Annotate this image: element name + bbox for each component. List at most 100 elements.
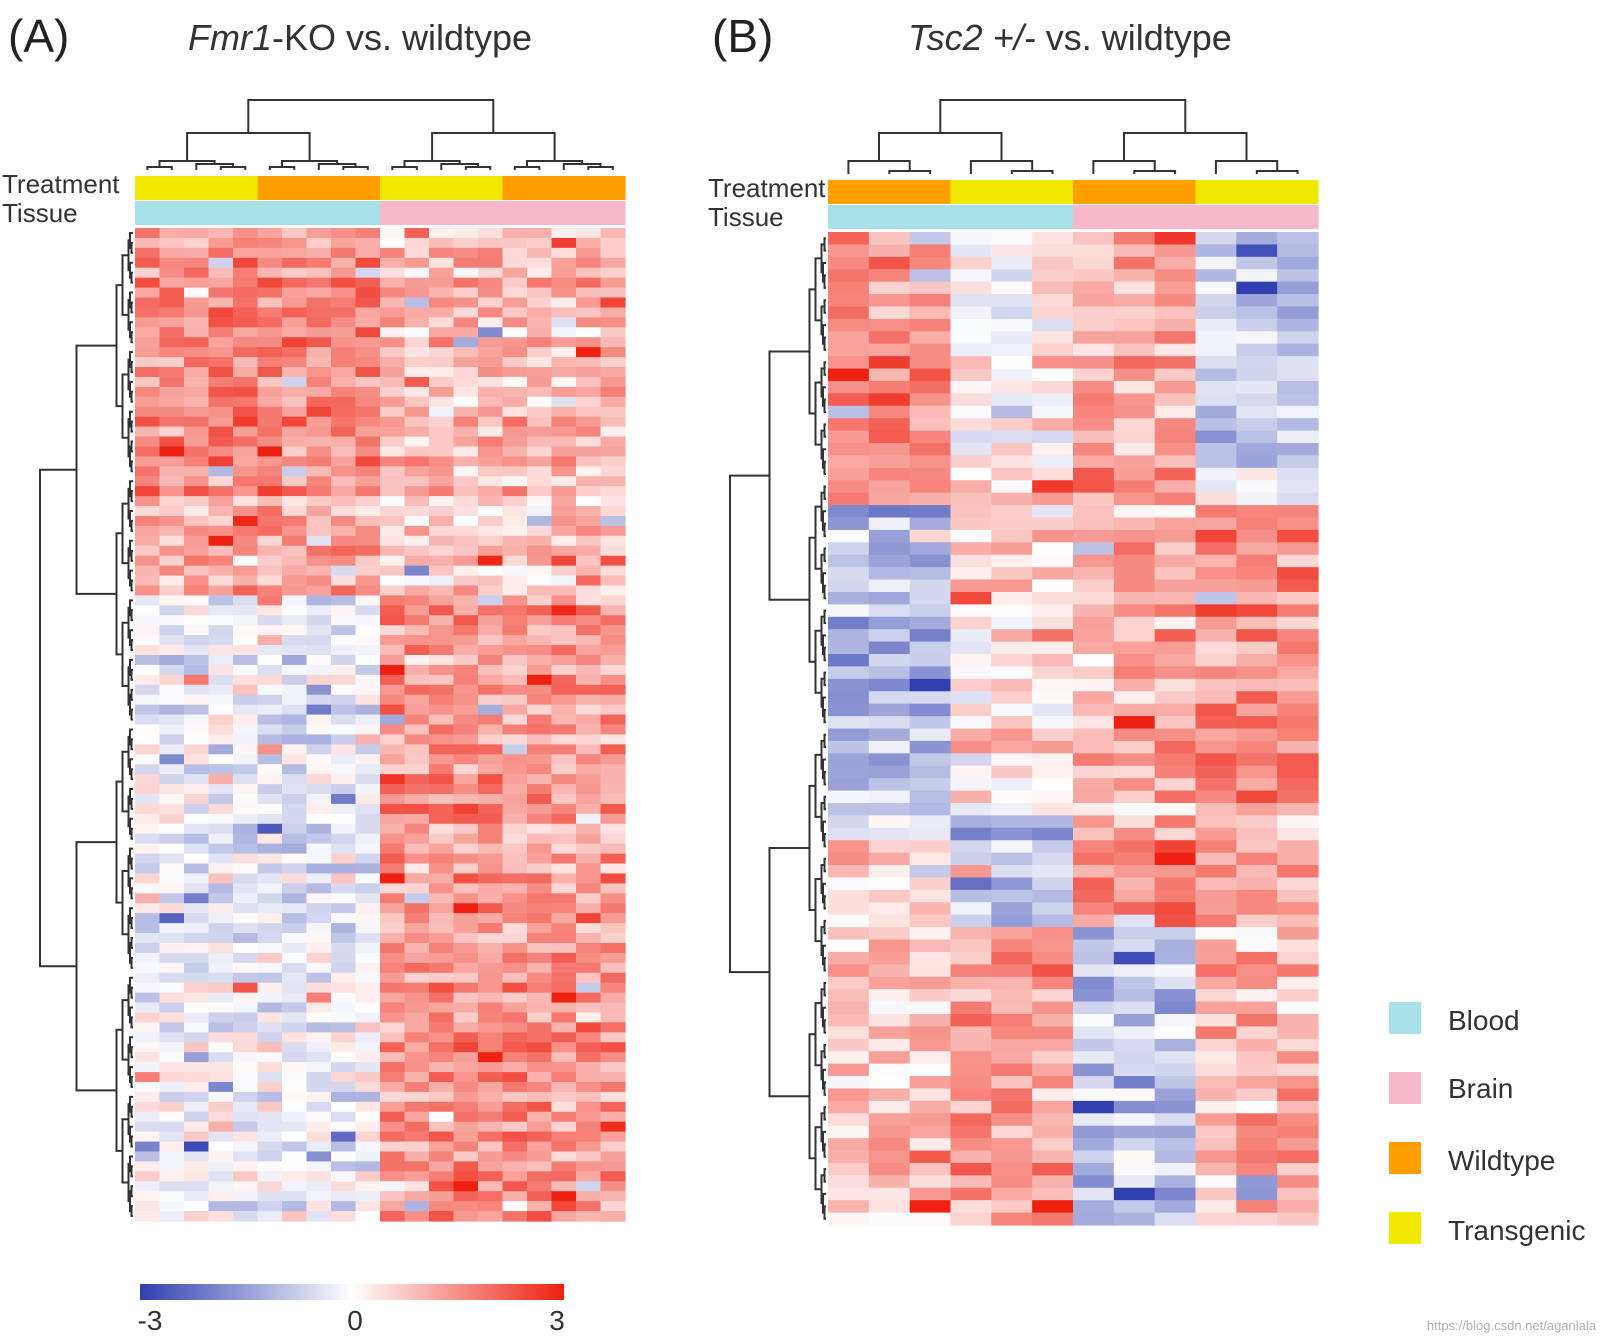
- heatmap-cell: [429, 456, 455, 467]
- heatmap-cell: [453, 486, 479, 497]
- heatmap-cell: [404, 704, 430, 716]
- heatmap-cell: [909, 1100, 952, 1114]
- heatmap-cell: [135, 257, 161, 269]
- heatmap-cell: [1032, 480, 1074, 494]
- heatmap-cell: [1195, 1076, 1237, 1090]
- heatmap-cell: [1195, 1051, 1237, 1065]
- heatmap-cell: [828, 318, 870, 332]
- heatmap-cell: [331, 913, 357, 924]
- heatmap-cell: [331, 1042, 357, 1053]
- heatmap-cell: [1073, 790, 1115, 804]
- treatment-cell: [331, 176, 357, 200]
- heatmap-cell: [453, 933, 479, 944]
- heatmap-cell: [909, 951, 952, 965]
- heatmap-cell: [600, 257, 626, 269]
- heatmap-cell: [991, 815, 1033, 829]
- heatmap-cell: [282, 942, 308, 954]
- heatmap-cell: [551, 1101, 577, 1113]
- heatmap-cell: [429, 406, 455, 418]
- heatmap-cell: [950, 815, 992, 829]
- heatmap-cell: [502, 565, 528, 577]
- heatmap-cell: [1032, 244, 1074, 258]
- heatmap-cell: [576, 982, 602, 994]
- heatmap-cell: [208, 307, 234, 318]
- heatmap-cell: [991, 567, 1033, 581]
- heatmap-cell: [404, 1022, 430, 1033]
- watermark: https://blog.csdn.net/aganlala: [1427, 1318, 1597, 1333]
- heatmap-cell: [1113, 380, 1156, 394]
- heatmap-cell: [282, 496, 308, 507]
- heatmap-cell: [1277, 740, 1319, 754]
- heatmap-cell: [502, 317, 528, 328]
- heatmap-cell: [135, 446, 161, 457]
- heatmap-cell: [991, 753, 1033, 767]
- heatmap-cell: [1236, 1013, 1278, 1027]
- column-dendrogram-branch: [464, 166, 492, 170]
- heatmap-cell: [478, 1191, 504, 1202]
- heatmap-cell: [576, 267, 602, 279]
- heatmap-cell: [1113, 616, 1156, 630]
- heatmap-cell: [502, 1022, 528, 1033]
- heatmap-cell: [551, 1141, 577, 1153]
- heatmap-cell: [991, 343, 1033, 357]
- heatmap-cell: [1032, 1038, 1074, 1052]
- row-dendrogram-branch: [823, 547, 826, 562]
- heatmap-cell: [233, 952, 259, 964]
- heatmap-cell: [380, 615, 406, 626]
- heatmap-cell: [184, 1181, 210, 1192]
- heatmap-cell: [600, 933, 626, 944]
- heatmap-cell: [331, 1151, 357, 1163]
- heatmap-cell: [404, 684, 430, 696]
- heatmap-cell: [429, 942, 455, 954]
- heatmap-cell: [404, 1091, 430, 1103]
- heatmap-cell: [551, 565, 577, 577]
- heatmap-cell: [355, 416, 381, 428]
- heatmap-cell: [404, 774, 430, 785]
- heatmap-cell: [257, 1032, 283, 1043]
- heatmap-cell: [404, 803, 430, 815]
- heatmap-cell: [331, 714, 357, 726]
- heatmap-cell: [208, 615, 234, 626]
- heatmap-cell: [600, 426, 626, 438]
- heatmap-cell: [527, 446, 553, 457]
- heatmap-cell: [380, 913, 406, 924]
- heatmap-cell: [1073, 703, 1115, 717]
- heatmap-cell: [991, 654, 1033, 668]
- heatmap-cell: [502, 873, 528, 884]
- heatmap-cell: [950, 455, 992, 469]
- heatmap-cell: [282, 833, 308, 845]
- heatmap-cell: [551, 714, 577, 726]
- heatmap-cell: [257, 952, 283, 964]
- heatmap-cell: [551, 813, 577, 825]
- heatmap-cell: [331, 962, 357, 974]
- heatmap-cell: [600, 952, 626, 964]
- heatmap-cell: [404, 496, 430, 507]
- row-dendrogram-branch: [130, 1185, 133, 1198]
- heatmap-cell: [527, 386, 553, 398]
- heatmap-cell: [429, 704, 455, 716]
- heatmap-cell: [380, 347, 406, 358]
- row-dendrogram-branch: [768, 847, 810, 1098]
- heatmap-cell: [159, 1211, 185, 1222]
- heatmap-cell: [600, 277, 626, 289]
- treatment-cell: [257, 176, 283, 200]
- heatmap-cell: [404, 436, 430, 448]
- heatmap-cell: [1154, 232, 1197, 246]
- heatmap-cell: [478, 1012, 504, 1023]
- heatmap-cell: [527, 1151, 553, 1163]
- heatmap-cell: [478, 794, 504, 805]
- heatmap-cell: [1032, 654, 1074, 668]
- heatmap-cell: [1032, 802, 1074, 816]
- heatmap-cell: [1113, 467, 1156, 481]
- heatmap-cell: [257, 267, 283, 279]
- heatmap-cell: [909, 1138, 952, 1152]
- heatmap-cell: [950, 802, 992, 816]
- heatmap-cell: [502, 1211, 528, 1222]
- heatmap-cell: [1236, 840, 1278, 854]
- heatmap-cell: [453, 794, 479, 805]
- heatmap-cell: [502, 525, 528, 537]
- heatmap-cell: [453, 615, 479, 626]
- heatmap-cell: [404, 605, 430, 616]
- heatmap-cell: [233, 883, 259, 894]
- heatmap-cell: [1277, 914, 1319, 928]
